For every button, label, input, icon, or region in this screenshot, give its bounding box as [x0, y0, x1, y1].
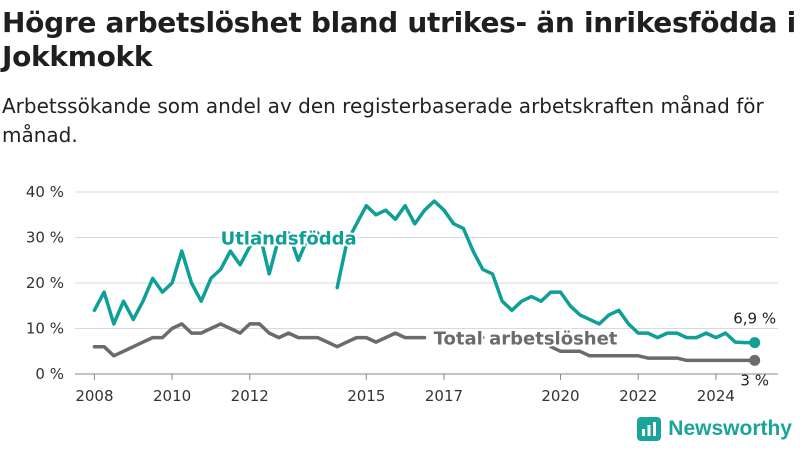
x-tick-label: 2008	[75, 387, 113, 405]
series-line-utlandsfodda	[92, 199, 757, 345]
y-tick-label: 30 %	[26, 229, 64, 247]
x-tick-label: 2024	[697, 387, 735, 405]
x-tick-label: 2017	[425, 387, 463, 405]
x-tick-label: 2012	[231, 387, 269, 405]
series-lines	[92, 199, 761, 366]
y-tick-label: 40 %	[26, 183, 64, 201]
end-marker-utlandsfodda	[749, 337, 761, 349]
series-label-utlandsfodda: Utlandsfödda	[221, 228, 357, 249]
end-value-label-total: 3 %	[740, 371, 769, 389]
y-tick-label: 10 %	[26, 320, 64, 338]
footer: Newsworthy	[636, 416, 792, 442]
x-tick-label: 2015	[347, 387, 385, 405]
series-labels: 6,9 % Utlandsfödda 3 % Total arbetslöshet	[219, 226, 777, 389]
x-tick-label: 2020	[541, 387, 579, 405]
y-axis: 0 % 10 % 20 % 30 % 40 %	[26, 183, 64, 383]
y-tick-label: 0 %	[35, 365, 64, 383]
end-value-label-utlandsfodda: 6,9 %	[733, 310, 776, 328]
x-tick-label: 2022	[619, 387, 657, 405]
chart-title: Högre arbetslöshet bland utrikes- än inr…	[2, 6, 796, 73]
brand-name: Newsworthy	[668, 417, 792, 440]
end-marker-total	[749, 354, 761, 366]
x-axis: 2008 2010 2012 2015 2017 2020 2022 2024	[75, 373, 778, 405]
newsworthy-logo-icon	[637, 417, 662, 441]
gridlines	[75, 191, 778, 375]
series-line-total	[92, 322, 757, 363]
x-tick-label: 2010	[153, 387, 191, 405]
series-label-total: Total arbetslöshet	[434, 328, 618, 349]
y-tick-label: 20 %	[26, 274, 64, 292]
chart-subtitle: Arbetssökande som andel av den registerb…	[2, 94, 764, 147]
